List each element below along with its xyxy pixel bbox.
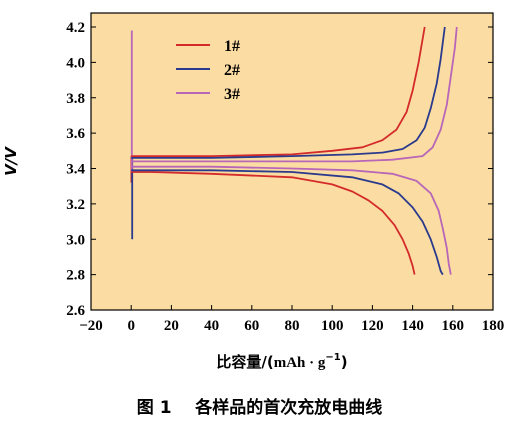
y-tick-label: 2.8	[66, 268, 85, 284]
figure-caption: 图 1 各样品的首次充放电曲线	[0, 393, 519, 418]
discharge-curve-2	[131, 169, 444, 276]
y-tick-label: 3.6	[66, 126, 85, 142]
chart: −20 0 20 40 60 80 100 120 140 160 180 2.6 2.8 3.0 3.2 3…	[2, 12, 504, 371]
y-axis-label: V/V	[2, 146, 20, 176]
legend-label-1: 1#	[224, 38, 240, 55]
x-tick-label: 20	[164, 318, 179, 334]
x-tick-label: 120	[361, 318, 384, 334]
legend-label-2: 2#	[224, 62, 240, 79]
y-tick-label: 3.4	[66, 162, 85, 178]
x-tick-label: 140	[401, 318, 424, 334]
x-tick-label: 40	[204, 318, 219, 334]
x-tick-label: −20	[79, 318, 103, 334]
x-tick-label: 180	[482, 318, 505, 334]
discharge-curve-1	[131, 171, 416, 275]
x-tick-label: 0	[127, 318, 135, 334]
y-tick-label: 4.0	[66, 55, 85, 71]
discharge-curve-3	[131, 165, 452, 275]
axis-ticks: −20 0 20 40 60 80 100 120 140 160 180 2.6 2.8 3.0 3.2 3…	[66, 20, 504, 334]
y-tick-label: 2.6	[66, 303, 85, 319]
y-tick-label: 3.0	[66, 232, 85, 248]
legend-label-3: 3#	[224, 86, 240, 103]
x-tick-label: 80	[285, 318, 300, 334]
y-tick-label: 3.8	[66, 91, 85, 107]
caption-text: 各样品的首次充放电曲线	[195, 398, 383, 418]
x-axis-label: 比容量/(mAh · g−1)	[216, 352, 347, 371]
charge-curve-2	[131, 26, 446, 159]
series-curves	[130, 26, 458, 276]
y-tick-label: 4.2	[66, 20, 85, 36]
charge-curve-1	[131, 26, 426, 158]
x-tick-label: 60	[244, 318, 259, 334]
figure-label: 图 1	[136, 398, 172, 418]
x-tick-label: 160	[442, 318, 465, 334]
charge-curve-3	[131, 26, 458, 163]
x-tick-label: 100	[321, 318, 344, 334]
y-tick-label: 3.2	[66, 197, 85, 213]
legend: 1# 2# 3#	[176, 38, 240, 103]
